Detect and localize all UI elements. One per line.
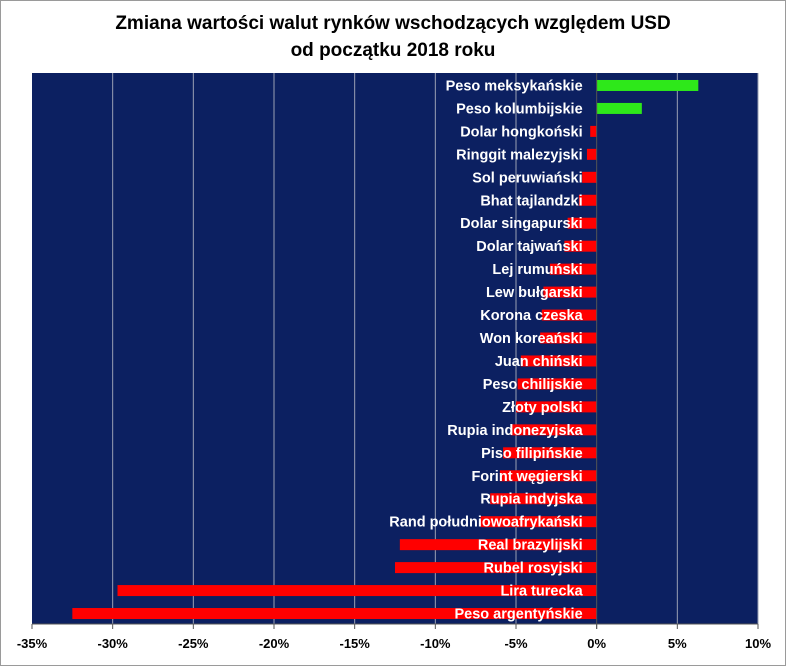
x-tick-label: 10% (745, 636, 771, 651)
category-label: Ringgit malezyjski (456, 147, 583, 163)
plot-area (32, 73, 758, 624)
category-label: Piso filipińskie (481, 446, 583, 462)
category-label: Bhat tajlandzki (480, 193, 582, 209)
chart-title-line-1: Zmiana wartości walut rynków wschodzącyc… (115, 13, 671, 34)
bar (490, 493, 597, 505)
category-label: Forint węgierski (471, 469, 582, 485)
category-label: Peso chilijskie (483, 377, 583, 393)
category-label: Dolar singapurski (460, 216, 582, 232)
x-tick-label: -20% (259, 636, 290, 651)
category-label: Won koreański (480, 331, 583, 347)
bar (511, 424, 597, 436)
x-tick-label: -30% (97, 636, 128, 651)
category-label: Rubel rosyjski (484, 561, 583, 577)
x-axis-ticks: -35% -30% -25% -20% -15% -10% -5% 0% 5% 10% (17, 624, 771, 651)
bar (503, 447, 597, 459)
category-label: Korona czeska (480, 308, 583, 324)
category-label: Rupia indyjska (480, 492, 583, 508)
bar (117, 585, 597, 597)
bar (582, 171, 597, 183)
gridlines (112, 73, 759, 624)
category-label: Juan chiński (495, 354, 583, 370)
bar (564, 240, 597, 252)
bar (399, 539, 597, 551)
x-tick-label: -35% (17, 636, 48, 651)
bar (596, 79, 699, 91)
bar (549, 263, 597, 275)
category-label: Peso kolumbijskie (456, 101, 583, 117)
bar (499, 470, 597, 482)
category-label: Lej rumuński (492, 262, 582, 278)
x-tick-label: -10% (420, 636, 451, 651)
bar (543, 286, 597, 298)
bar (480, 516, 597, 528)
bar (517, 378, 597, 390)
bar (541, 309, 597, 321)
x-tick-label: -15% (339, 636, 370, 651)
chart-title: Zmiana wartości walut rynków wschodzącyc… (0, 10, 786, 64)
bar (578, 194, 597, 206)
x-tick-label: 0% (587, 636, 606, 651)
bar (520, 355, 597, 367)
category-label: Real brazylijski (478, 538, 583, 554)
chart-title-line-2: od początku 2018 roku (290, 40, 496, 61)
category-label: Peso meksykańskie (446, 78, 583, 94)
bar (540, 332, 597, 344)
category-label: Lira turecka (500, 584, 583, 600)
category-labels: Peso meksykańskie Peso kolumbijskie Dolar … (389, 78, 583, 622)
category-label: Rupia indonezyjska (447, 423, 583, 439)
bar (395, 562, 597, 574)
bar (72, 608, 597, 620)
category-label: Sol peruwiański (472, 170, 582, 186)
bar (516, 401, 597, 413)
category-label: Złoty polski (502, 400, 583, 416)
bar (567, 217, 597, 229)
category-label: Rand południowoafrykański (389, 515, 582, 531)
category-label: Lew bułgarski (486, 285, 583, 301)
category-label: Dolar tajwański (476, 239, 582, 255)
bar (590, 125, 597, 137)
bar (596, 102, 642, 114)
category-label: Peso argentyńskie (455, 607, 583, 623)
x-tick-label: -25% (178, 636, 209, 651)
x-tick-label: -5% (504, 636, 528, 651)
category-label: Dolar hongkoński (460, 124, 582, 140)
bar (586, 148, 597, 160)
bars (72, 79, 699, 620)
x-tick-label: 5% (668, 636, 687, 651)
